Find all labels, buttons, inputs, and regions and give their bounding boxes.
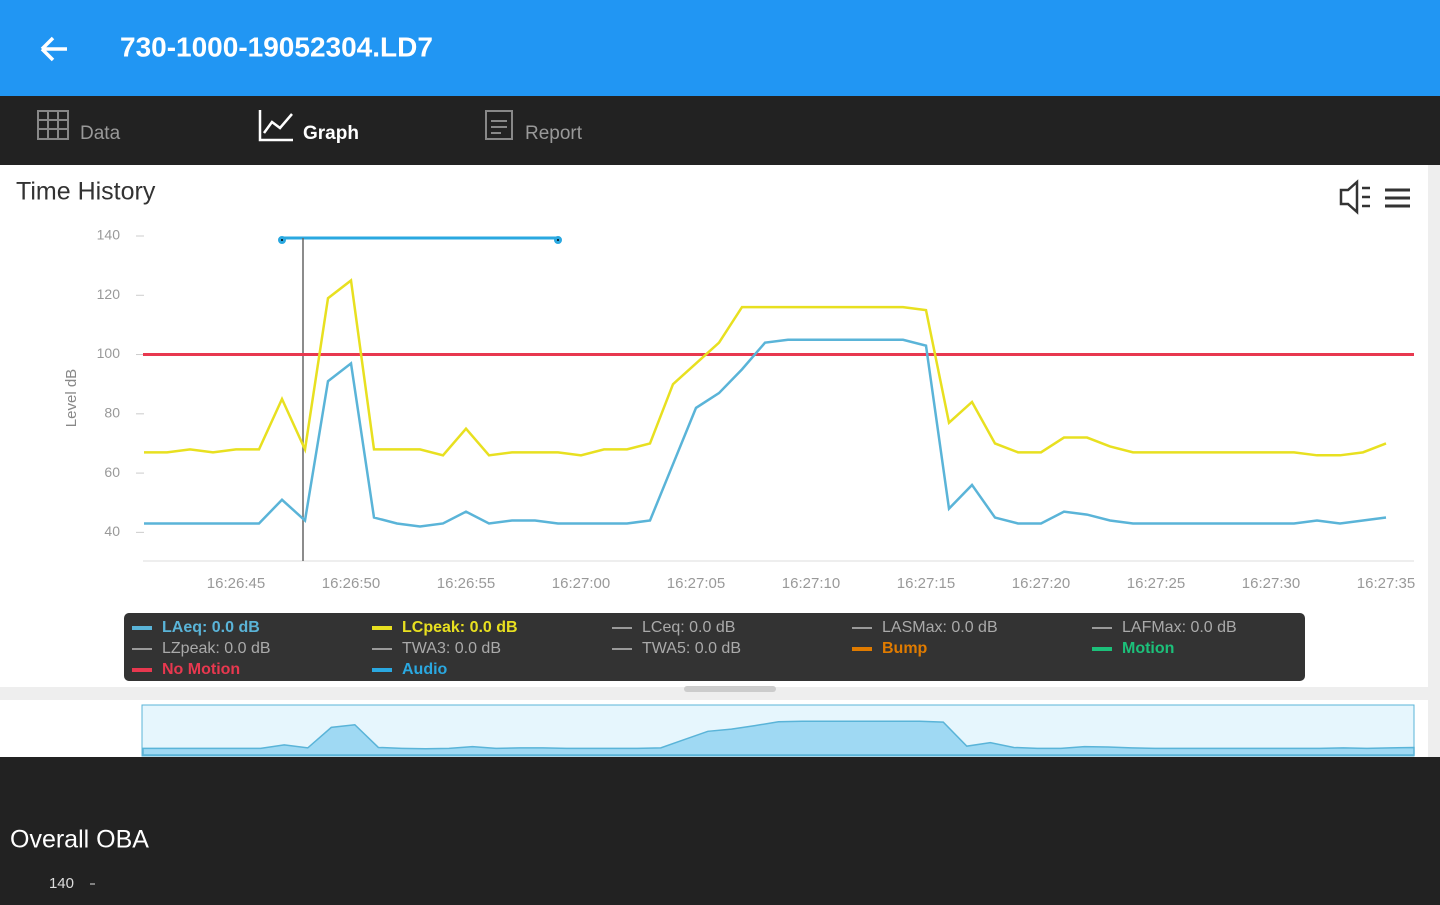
splitter — [0, 687, 1428, 700]
x-tick-label: 16:26:50 — [322, 575, 380, 592]
y-tick-label: 140 — [97, 227, 121, 243]
y-axis-label: Level dB — [63, 369, 80, 427]
y-tick-label: 60 — [104, 464, 120, 480]
x-tick-label: 16:27:15 — [897, 575, 955, 592]
x-tick-label: 16:27:10 — [782, 575, 840, 592]
splitter-handle[interactable] — [684, 686, 776, 692]
legend-box — [124, 613, 1305, 681]
y-tick-label: 100 — [97, 345, 121, 361]
navigator-area — [142, 720, 1415, 756]
legend-entry: TWA3: 0.0 dB — [402, 640, 501, 657]
y-tick-label: 120 — [97, 286, 121, 302]
legend-entry: Bump — [882, 640, 928, 657]
y-tick-label: 40 — [104, 523, 120, 539]
legend-entry: TWA5: 0.0 dB — [642, 640, 741, 657]
x-tick-label: 16:27:30 — [1242, 575, 1300, 592]
oba-title: Overall OBA — [10, 826, 149, 854]
legend-entry: LAeq: 0.0 dB — [162, 619, 260, 636]
legend-entry: LZpeak: 0.0 dB — [162, 640, 271, 657]
menu-button[interactable] — [1385, 188, 1410, 208]
tab-bar — [0, 96, 1440, 165]
tab-report[interactable]: Report — [525, 123, 583, 144]
series-line — [144, 278, 1387, 457]
audio-range — [278, 236, 562, 244]
audio-toggle[interactable] — [1339, 179, 1370, 215]
x-tick-label: 16:27:35 — [1357, 575, 1415, 592]
oba-y-tick: 140 — [49, 875, 74, 892]
x-tick-label: 16:26:55 — [437, 575, 495, 592]
tab-data[interactable]: Data — [80, 123, 121, 144]
legend-entry: LCeq: 0.0 dB — [642, 619, 735, 636]
legend-entry: LCpeak: 0.0 dB — [402, 619, 518, 636]
x-tick-label: 16:26:45 — [207, 575, 265, 592]
report-tab-icon — [485, 110, 513, 140]
series-line — [144, 338, 1387, 528]
legend-entry: LAFMax: 0.0 dB — [1122, 619, 1237, 636]
x-tick-label: 16:27:00 — [552, 575, 610, 592]
file-title: 730-1000-19052304.LD7 — [120, 31, 433, 62]
back-button[interactable] — [40, 36, 67, 62]
scroll-gutter — [1428, 165, 1440, 757]
app-bar — [0, 0, 1440, 96]
legend-entry: Motion — [1122, 640, 1174, 657]
graph-tab-icon — [258, 110, 293, 142]
legend-entry: No Motion — [162, 661, 240, 678]
data-tab-icon — [37, 110, 69, 140]
legend-entry: Audio — [402, 661, 448, 678]
legend-entry: LASMax: 0.0 dB — [882, 619, 998, 636]
navigator-plot — [142, 720, 1415, 756]
x-tick-label: 16:27:05 — [667, 575, 725, 592]
y-tick-label: 80 — [104, 405, 120, 421]
chart-title: Time History — [16, 178, 156, 206]
x-tick-label: 16:27:20 — [1012, 575, 1070, 592]
tab-graph[interactable]: Graph — [303, 123, 359, 144]
x-tick-label: 16:27:25 — [1127, 575, 1185, 592]
